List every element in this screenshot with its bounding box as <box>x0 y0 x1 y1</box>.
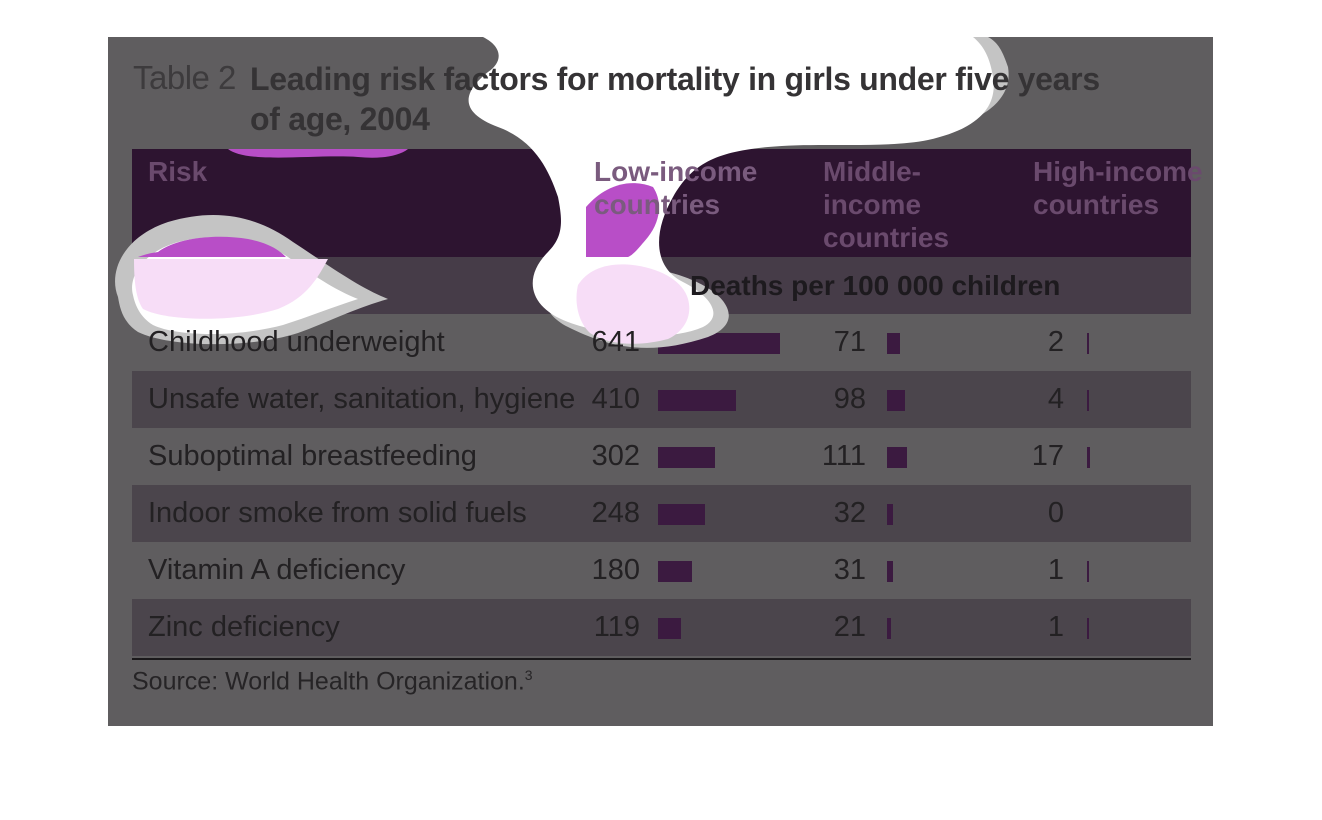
column-header-risk: Risk <box>148 156 208 187</box>
middle-income-value: 21 <box>833 611 866 643</box>
middle-income-bar <box>887 561 893 582</box>
low-income-bar <box>658 447 716 468</box>
middle-income-bar <box>887 618 891 639</box>
low-income-value: 302 <box>591 440 640 472</box>
high-income-bar <box>1087 618 1089 639</box>
low-income-value: 180 <box>591 554 640 586</box>
middle-income-value: 111 <box>821 440 866 472</box>
unit-label: Deaths per 100 000 children <box>690 270 1061 301</box>
risk-label: Zinc deficiency <box>148 611 340 643</box>
risk-label: Unsafe water, sanitation, hygiene <box>148 383 576 415</box>
column-header-high-income: High-income countries <box>1033 156 1203 220</box>
middle-income-bar <box>887 504 893 525</box>
high-income-value: 1 <box>1047 554 1064 586</box>
middle-income-value: 98 <box>833 383 866 415</box>
source-note: Source: World Health Organization.3 <box>132 667 533 696</box>
column-header-low-income: Low-income countries <box>594 156 758 220</box>
risk-label: Vitamin A deficiency <box>148 554 406 586</box>
source-footnote: 3 <box>524 667 533 683</box>
high-income-value: 1 <box>1047 611 1064 643</box>
bottom-rule <box>132 658 1191 660</box>
low-income-bar <box>658 390 737 411</box>
high-income-bar <box>1087 447 1090 468</box>
middle-income-bar <box>887 447 907 468</box>
middle-income-value: 31 <box>833 554 866 586</box>
middle-income-bar <box>887 390 905 411</box>
risk-label: Suboptimal breastfeeding <box>148 440 477 472</box>
low-income-bar <box>658 333 780 354</box>
middle-income-value: 71 <box>833 326 866 358</box>
table-number: Table 2 <box>133 59 236 96</box>
low-income-bar <box>658 504 706 525</box>
risk-label: Indoor smoke from solid fuels <box>148 497 527 529</box>
column-header-middle-income: Middle-income countries <box>823 156 950 253</box>
low-income-value: 641 <box>591 326 640 358</box>
low-income-bar <box>658 561 693 582</box>
high-income-bar <box>1087 390 1089 411</box>
high-income-value: 17 <box>1031 440 1064 472</box>
middle-income-value: 32 <box>833 497 866 529</box>
low-income-value: 119 <box>593 611 640 643</box>
source-text: Source: World Health Organization. <box>132 667 525 696</box>
high-income-value: 2 <box>1047 326 1064 358</box>
middle-income-bar <box>887 333 900 354</box>
low-income-value: 410 <box>591 383 640 415</box>
risk-label: Childhood underweight <box>148 326 445 358</box>
table-title: Leading risk factors for mortality in gi… <box>250 61 1100 137</box>
table-panel: Table 2 Leading risk factors for mortali… <box>108 37 1213 726</box>
high-income-bar <box>1087 561 1089 582</box>
low-income-bar <box>658 618 681 639</box>
high-income-value: 4 <box>1047 383 1064 415</box>
high-income-value: 0 <box>1047 497 1064 529</box>
high-income-bar <box>1087 333 1089 354</box>
low-income-value: 248 <box>591 497 640 529</box>
